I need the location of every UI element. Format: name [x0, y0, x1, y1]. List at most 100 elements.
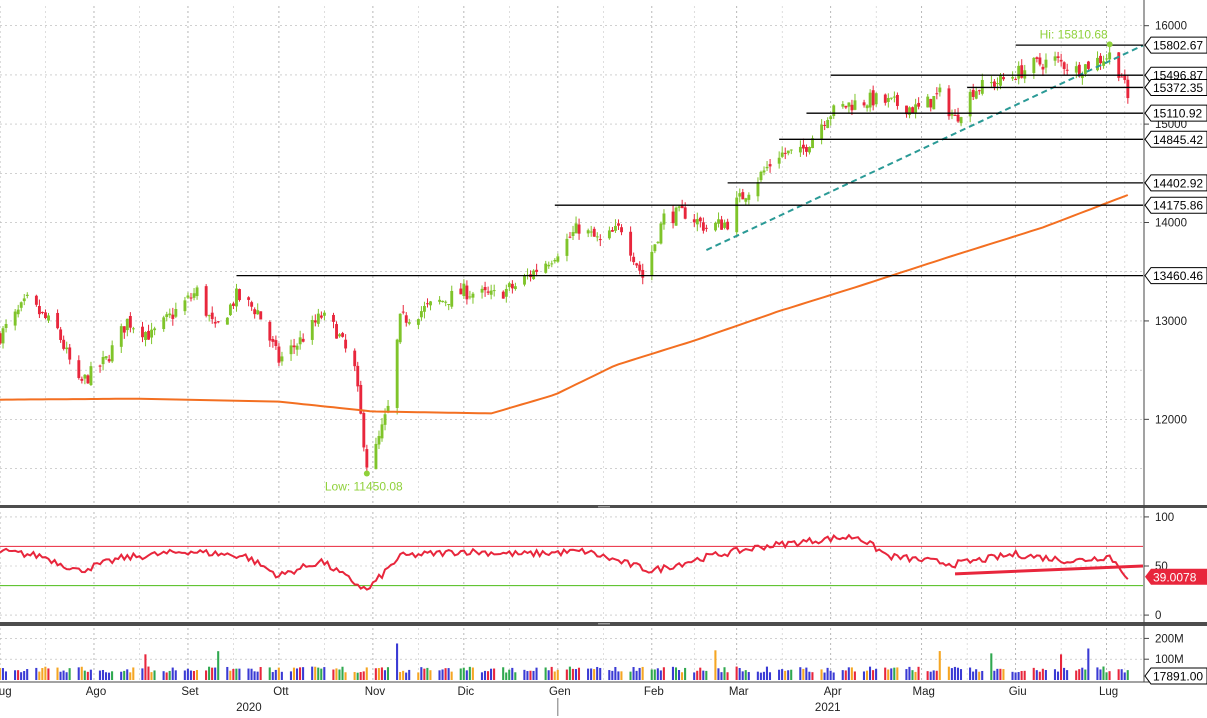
candle-body [362, 413, 366, 448]
candle-body [905, 105, 908, 115]
level-label: 14175.86 [1153, 199, 1203, 213]
year-label: 2020 [236, 702, 262, 714]
volume-bar [396, 643, 399, 680]
candle-body [59, 329, 63, 340]
x-tick-label: Dic [458, 686, 475, 698]
candle-body [22, 298, 26, 302]
volume-bar [577, 667, 581, 680]
volume-bar [505, 672, 508, 680]
volume-bar [681, 672, 684, 680]
candle-body [974, 91, 978, 99]
candle-body [777, 157, 781, 164]
candle-body [104, 356, 108, 359]
candle-body [404, 315, 408, 323]
panel-resize-handle[interactable] [598, 623, 610, 625]
x-tick-label: Lug [1099, 686, 1118, 698]
candle-body [550, 263, 554, 265]
volume-bar [317, 667, 320, 680]
candle-body [125, 318, 129, 331]
volume-bar [893, 667, 896, 680]
price-y-tick-label: 12000 [1155, 414, 1187, 426]
candle-body [765, 166, 769, 169]
volume-bar [471, 667, 474, 680]
candle-body [13, 311, 17, 326]
candle-body [610, 230, 614, 232]
candle-body [107, 359, 111, 362]
year-label: 2021 [815, 702, 841, 714]
candle-body [865, 105, 869, 109]
volume-bar [926, 671, 929, 680]
volume-bar [677, 670, 681, 680]
volume-bar [981, 670, 984, 680]
candle-body [144, 332, 147, 340]
volume-bar [35, 667, 38, 680]
candle-body [56, 312, 60, 329]
volume-bar [356, 672, 359, 680]
candle-body [441, 300, 445, 303]
x-tick-label: Ott [273, 686, 289, 698]
volume-bar [1002, 669, 1005, 680]
volume-bar [195, 669, 199, 680]
volume-bar [905, 669, 908, 680]
volume-bar [320, 668, 323, 680]
volume-bar [1087, 648, 1090, 680]
level-label-box [1144, 78, 1207, 96]
candle-body [86, 375, 90, 384]
candle-body [786, 150, 790, 154]
candle-body [322, 312, 326, 316]
volume-bar [1, 668, 4, 680]
price-annotation: Hi: 15810.68 [1040, 27, 1108, 41]
volume-bar [47, 668, 50, 680]
volume-bar [890, 668, 893, 680]
volume-bar [999, 668, 1002, 680]
volume-bar [314, 666, 317, 680]
candle-body [1062, 62, 1066, 69]
candle-body [480, 288, 484, 293]
x-tick-label: Nov [365, 686, 386, 698]
x-tick-label: Lug [0, 686, 12, 698]
candle-body [204, 286, 208, 316]
volume-bar [83, 670, 86, 680]
candle-body [632, 256, 636, 263]
candle-body [607, 230, 611, 239]
volume-bar [480, 672, 484, 680]
volume-bar [26, 669, 29, 680]
volume-bar [271, 672, 274, 680]
level-label-box [1144, 36, 1207, 54]
candle-body [592, 228, 596, 237]
candle-body [271, 339, 275, 342]
volume-value-box [1144, 667, 1207, 685]
panel-resize-handle[interactable] [598, 506, 610, 508]
volume-bar [911, 670, 914, 680]
volume-bar [547, 670, 550, 680]
candle-body [641, 269, 645, 278]
volume-bar [917, 666, 920, 680]
volume-bar [111, 671, 114, 680]
candle-body [235, 288, 238, 307]
candle-body [783, 152, 787, 154]
level-label: 15110.92 [1153, 107, 1202, 121]
volume-bar [799, 667, 802, 680]
volume-bar [653, 669, 656, 680]
volume-bar [444, 668, 447, 680]
volume-bar [853, 671, 856, 680]
volume-bar [914, 671, 917, 680]
candle-body [947, 88, 951, 117]
candle-body [1123, 74, 1127, 80]
candle-body [295, 345, 299, 350]
volume-bar [805, 667, 808, 680]
candle-body [210, 312, 214, 320]
candle-body [614, 225, 617, 231]
volume-bar [684, 667, 687, 680]
volume-bar [593, 669, 596, 680]
volume-bar [787, 670, 790, 680]
volume-bar [238, 668, 241, 680]
annotation-marker [363, 470, 370, 477]
level-label-box [1144, 196, 1207, 214]
candle-body [993, 81, 996, 87]
volume-bar [650, 669, 653, 680]
volume-bar [565, 669, 568, 680]
volume-bar [98, 670, 101, 680]
volume-bar [299, 667, 302, 680]
candle-body [841, 104, 845, 107]
